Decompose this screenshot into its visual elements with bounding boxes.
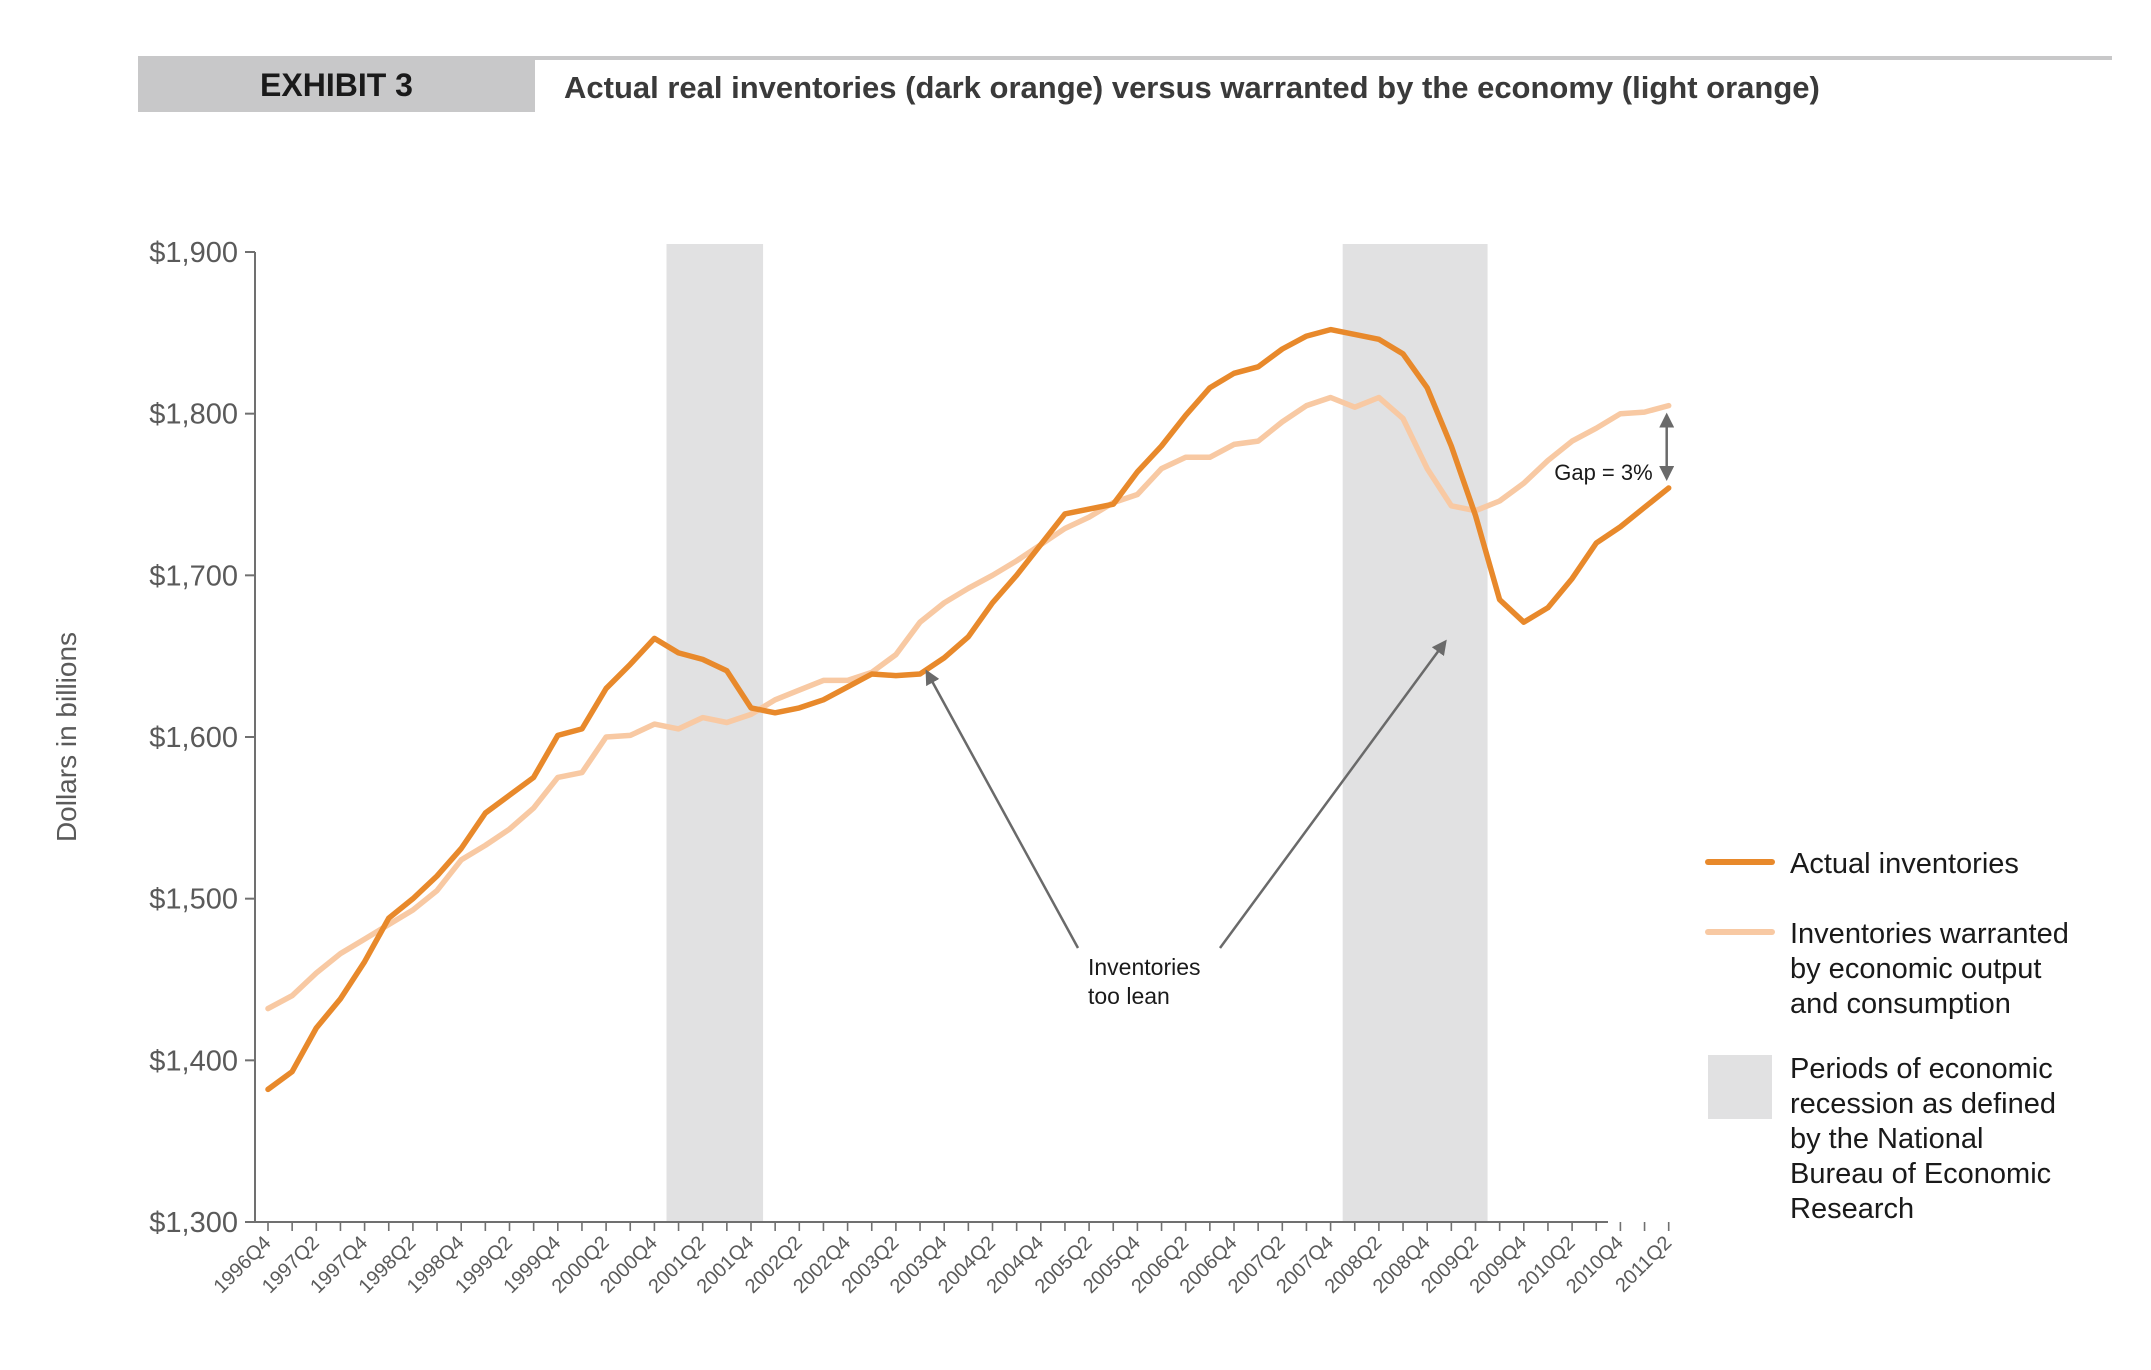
recession-band xyxy=(1342,244,1488,1222)
legend-label-recession: Bureau of Economic xyxy=(1790,1158,2051,1190)
y-axis-title: Dollars in billions xyxy=(51,632,82,842)
legend-label-warranted: by economic output xyxy=(1790,953,2041,985)
y-tick-label: $1,600 xyxy=(149,722,238,754)
header-rule xyxy=(138,56,2112,60)
y-tick-label: $1,700 xyxy=(149,560,238,592)
lean-annotation-line1: Inventories xyxy=(1088,954,1201,980)
annotations: Gap = 3% Inventories too lean xyxy=(925,412,1675,1009)
legend-swatch-recession xyxy=(1708,1055,1772,1119)
exhibit-label: EXHIBIT 3 xyxy=(260,67,413,103)
exhibit-label-box xyxy=(138,56,535,112)
y-tick-label: $1,800 xyxy=(149,399,238,431)
lean-arrow-2009 xyxy=(1218,639,1447,949)
y-tick-label: $1,300 xyxy=(149,1207,238,1239)
legend-label-recession: recession as defined xyxy=(1790,1088,2056,1120)
warranted-inventories-line xyxy=(265,394,1672,1012)
lean-annotation-line2: too lean xyxy=(1088,983,1170,1009)
y-tick-label: $1,900 xyxy=(149,237,238,269)
legend-label-warranted: Inventories warranted xyxy=(1790,918,2069,950)
recession-bands xyxy=(666,244,1488,1222)
recession-band xyxy=(666,244,764,1222)
legend-label-recession: Periods of economic xyxy=(1790,1053,2053,1085)
y-tick-label: $1,400 xyxy=(149,1045,238,1077)
legend-label-warranted: and consumption xyxy=(1790,988,2011,1020)
lean-arrow-2003 xyxy=(925,669,1080,949)
gap-label: Gap = 3% xyxy=(1554,460,1652,485)
legend-label-recession: Research xyxy=(1790,1193,1914,1225)
y-tick-label: $1,500 xyxy=(149,884,238,916)
legend-label-actual: Actual inventories xyxy=(1790,848,2019,880)
series-lines xyxy=(265,326,1672,1093)
legend-label-recession: by the National xyxy=(1790,1123,1983,1155)
chart-title: Actual real inventories (dark orange) ve… xyxy=(564,70,1820,105)
actual-inventories-line xyxy=(265,326,1672,1093)
